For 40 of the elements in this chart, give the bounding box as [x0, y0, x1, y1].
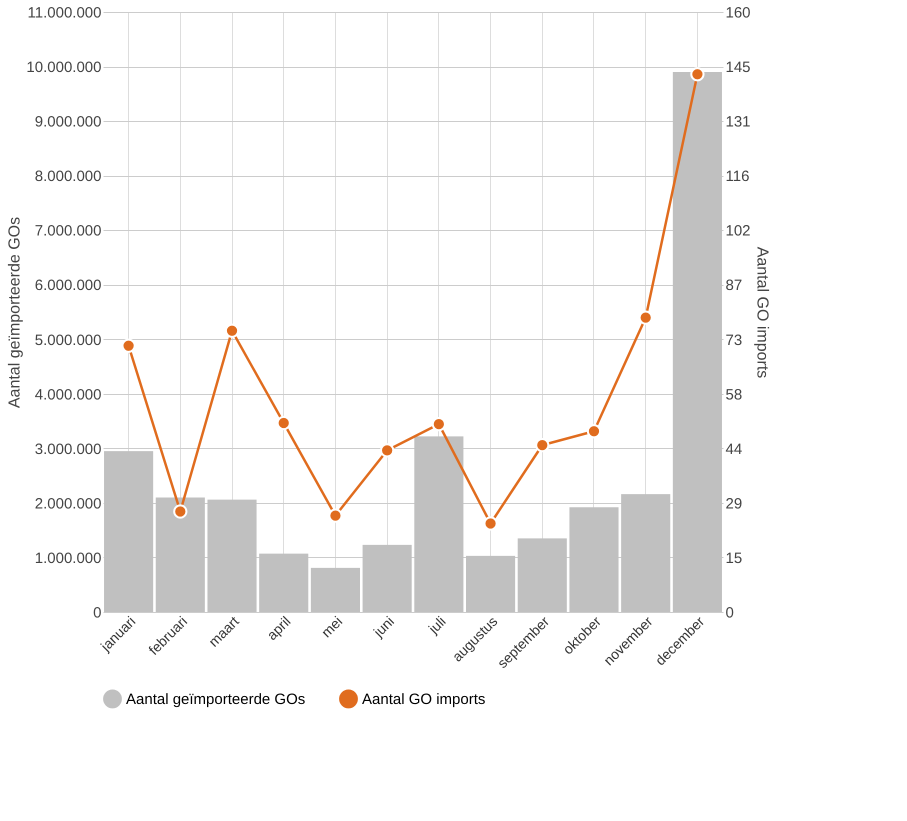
point [690, 67, 705, 82]
y-tick-label: 11.000.000 [28, 4, 102, 22]
y2-tick-label: 131 [726, 114, 751, 131]
point [380, 443, 394, 458]
point [535, 438, 550, 452]
y-axis-title: Aantal geïmporteerde GOs [6, 216, 24, 408]
point [638, 310, 653, 325]
y-tick-label: 5.000.000 [34, 332, 102, 349]
legend-label: Aantal geïmporteerde GOs [126, 690, 306, 708]
y-tick-label: 0 [93, 604, 102, 622]
y-tick-label: 2.000.000 [34, 495, 102, 512]
point [224, 324, 240, 338]
y2-tick-label: 102 [726, 222, 751, 240]
x-tick-label: mei [318, 613, 346, 640]
y2-tick-label: 160 [726, 4, 751, 22]
y-tick-label: 8.000.000 [34, 168, 102, 186]
y2-tick-label: 73 [726, 332, 742, 349]
point [173, 504, 188, 519]
y2-tick-label: 29 [726, 495, 742, 512]
y-tick-label: 3.000.000 [34, 440, 102, 458]
x-tick-label: juli [424, 613, 449, 638]
y-tick-label: 10.000.000 [26, 59, 102, 76]
y2-tick-label: 145 [726, 59, 751, 76]
point [276, 416, 291, 430]
y2-tick-label: 15 [726, 550, 742, 567]
y2-tick-label: 116 [726, 168, 750, 186]
point [432, 417, 446, 432]
legend-label: Aantal GO imports [362, 690, 486, 708]
y-tick-label: 6.000.000 [34, 277, 102, 294]
point [328, 508, 343, 523]
y-tick-label: 4.000.000 [34, 386, 102, 404]
y2-axis-title: Aantal GO imports [754, 246, 771, 378]
point [586, 424, 602, 438]
y2-tick-label: 44 [726, 440, 742, 458]
y2-tick-label: 0 [726, 604, 734, 622]
y2-tick-label: 58 [726, 386, 742, 404]
y-tick-label: 9.000.000 [34, 114, 102, 131]
y-tick-label: 7.000.000 [34, 222, 102, 240]
y2-tick-label: 87 [726, 277, 742, 294]
y-tick-label: 1.000.000 [34, 550, 102, 567]
